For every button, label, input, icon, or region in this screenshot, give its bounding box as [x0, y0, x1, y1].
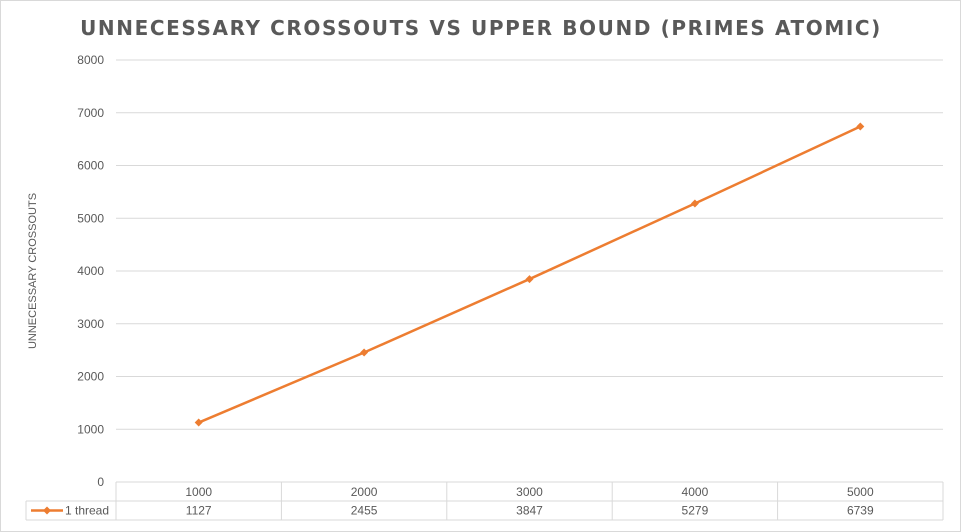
table-cell-value: 2455 — [351, 504, 378, 518]
table-cell-value: 6739 — [847, 504, 874, 518]
legend-label: 1 thread — [65, 504, 109, 518]
y-axis-label: UNNECESSARY CROSSOUTS — [27, 193, 39, 349]
y-tick-label: 1000 — [77, 422, 104, 436]
y-tick-label: 3000 — [77, 317, 104, 331]
x-category-label: 1000 — [185, 485, 212, 499]
gridlines — [116, 59, 943, 483]
legend-marker — [43, 506, 51, 515]
x-category-label: 2000 — [351, 485, 378, 499]
y-tick-label: 5000 — [77, 211, 104, 225]
chart-title: UNNECESSARY CROSSOUTS VS UPPER BOUND (PR… — [80, 16, 882, 40]
x-category-label: 4000 — [682, 485, 709, 499]
y-tick-label: 0 — [97, 475, 104, 489]
data-point-marker — [360, 348, 369, 357]
y-tick-label: 4000 — [77, 264, 104, 278]
table-cell-value: 5279 — [682, 504, 709, 518]
table-cell-value: 1127 — [186, 504, 212, 518]
table-cell-value: 3847 — [516, 504, 543, 518]
y-tick-label: 7000 — [77, 106, 104, 120]
series-layer — [194, 122, 865, 427]
y-tick-label: 8000 — [77, 53, 104, 67]
data-point-marker — [194, 418, 203, 427]
x-category-label: 3000 — [516, 485, 543, 499]
y-tick-label: 2000 — [77, 370, 104, 384]
series-line — [198, 125, 861, 424]
data-point-marker — [856, 122, 865, 131]
data-point-marker — [525, 275, 534, 284]
y-axis-ticks: 0 1000 2000 3000 4000 5000 6000 7000 8000 — [77, 53, 104, 489]
x-category-label: 5000 — [847, 485, 874, 499]
y-tick-label: 6000 — [77, 159, 104, 173]
data-table: 1000 2000 3000 4000 5000 1 thread 1127 2455 3847… — [25, 482, 944, 521]
data-point-marker — [690, 199, 699, 208]
